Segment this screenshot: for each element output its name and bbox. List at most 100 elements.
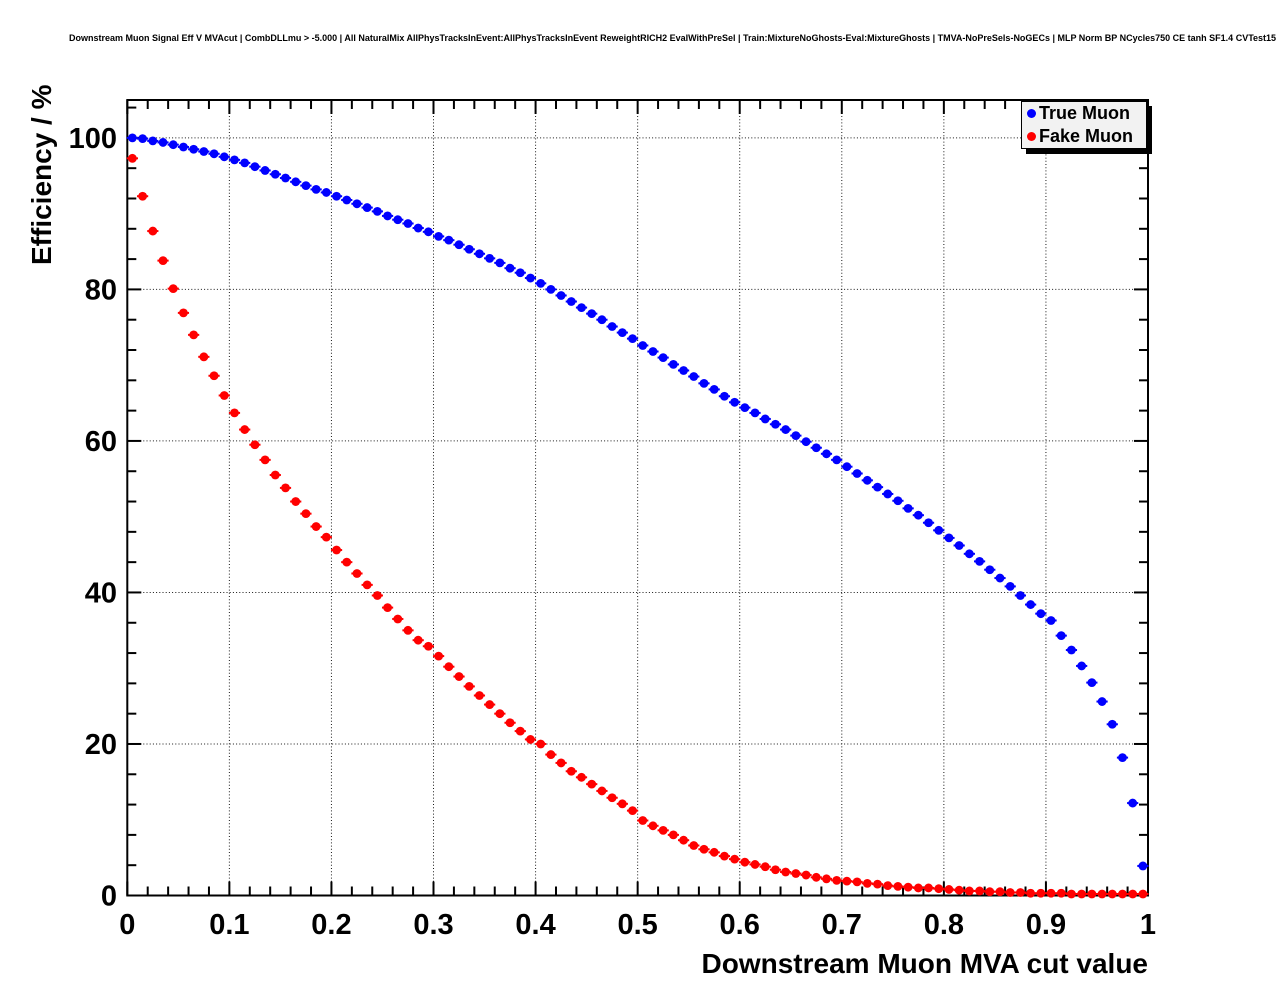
data-point <box>260 455 270 465</box>
x-tick-label: 0.4 <box>515 909 555 941</box>
data-point <box>556 758 566 768</box>
data-point <box>730 397 740 407</box>
data-point <box>413 635 423 645</box>
data-point <box>148 136 158 146</box>
data-point <box>587 309 597 319</box>
data-point <box>1087 889 1097 899</box>
data-point <box>628 806 637 816</box>
data-point <box>617 328 627 337</box>
data-point <box>709 847 719 857</box>
data-point <box>413 223 423 233</box>
data-point <box>750 860 760 869</box>
data-point <box>526 273 535 283</box>
data-point <box>730 854 740 864</box>
x-tick-label: 0.3 <box>413 909 453 941</box>
data-point <box>260 166 270 175</box>
data-point <box>301 181 311 191</box>
data-point <box>475 691 484 700</box>
data-point <box>321 188 331 197</box>
data-point <box>995 573 1005 583</box>
data-point <box>720 851 729 861</box>
data-point <box>893 882 903 891</box>
x-axis-title: Downstream Muon MVA cut value <box>701 948 1149 979</box>
data-point <box>811 872 821 882</box>
data-point <box>168 140 178 150</box>
data-point <box>587 779 597 789</box>
data-point <box>291 177 301 187</box>
data-point <box>903 882 913 892</box>
tick-labels: 0 0.1 0.2 0.3 0.4 0.5 0.6 0.7 0.8 0.9 1 0 20 40 60 80 10… <box>69 123 1156 941</box>
data-point <box>668 360 678 369</box>
data-point <box>760 414 770 424</box>
x-tick-label: 0.7 <box>822 909 862 941</box>
data-point <box>179 142 188 152</box>
data-point <box>505 263 515 273</box>
data-point <box>393 215 403 225</box>
x-tick-label: 0 <box>119 909 135 941</box>
data-point <box>944 885 954 894</box>
data-point <box>801 437 811 447</box>
data-point <box>944 533 954 543</box>
data-point <box>883 489 893 499</box>
data-point <box>924 883 933 893</box>
data-point <box>1016 888 1025 897</box>
data-point <box>372 206 382 216</box>
data-point <box>842 462 852 472</box>
data-point <box>597 786 607 796</box>
data-point <box>985 565 995 575</box>
data-point <box>332 191 341 201</box>
data-point <box>250 440 260 450</box>
data-point <box>781 867 791 877</box>
data-point <box>883 881 893 891</box>
data-point <box>444 662 454 672</box>
data-point <box>352 199 362 209</box>
data-point <box>577 772 586 782</box>
data-point <box>1005 581 1015 591</box>
data-point <box>199 352 209 362</box>
data-point <box>934 884 944 894</box>
data-point <box>240 425 250 434</box>
data-point <box>781 425 791 434</box>
data-point <box>240 158 250 168</box>
data-point <box>964 886 974 896</box>
data-point <box>352 569 362 578</box>
legend-label-fake-muon: Fake Muon <box>1039 125 1134 146</box>
data-point <box>903 503 913 513</box>
data-point <box>913 883 923 893</box>
data-point <box>679 835 688 845</box>
data-point <box>638 816 648 825</box>
fake-muon-series <box>126 153 1149 899</box>
data-point <box>475 249 484 259</box>
data-point <box>954 541 964 550</box>
data-point <box>1107 889 1117 899</box>
data-point <box>219 152 229 162</box>
data-point <box>1036 609 1046 619</box>
data-point <box>311 522 321 531</box>
data-point <box>189 144 199 154</box>
data-point <box>658 353 668 362</box>
data-point <box>454 240 464 250</box>
data-point <box>444 235 454 245</box>
data-point <box>617 799 627 809</box>
data-point <box>362 203 372 212</box>
data-point <box>434 651 444 661</box>
data-point <box>199 147 209 156</box>
data-point <box>668 830 678 840</box>
data-point <box>485 700 495 709</box>
data-point <box>995 887 1005 897</box>
data-point <box>546 285 556 294</box>
data-point <box>270 169 280 179</box>
data-point <box>975 556 984 566</box>
data-point <box>750 408 760 418</box>
data-point <box>760 862 770 872</box>
data-point <box>526 735 535 744</box>
true-muon-marker-icon <box>1027 109 1036 119</box>
data-point <box>1026 888 1036 898</box>
true-muon-series <box>126 133 1149 871</box>
data-point <box>1087 678 1097 688</box>
data-point <box>607 322 617 331</box>
y-tick-label: 80 <box>85 274 117 306</box>
data-point <box>362 580 372 590</box>
x-tick-label: 1 <box>1140 909 1156 941</box>
data-point <box>1036 888 1046 898</box>
